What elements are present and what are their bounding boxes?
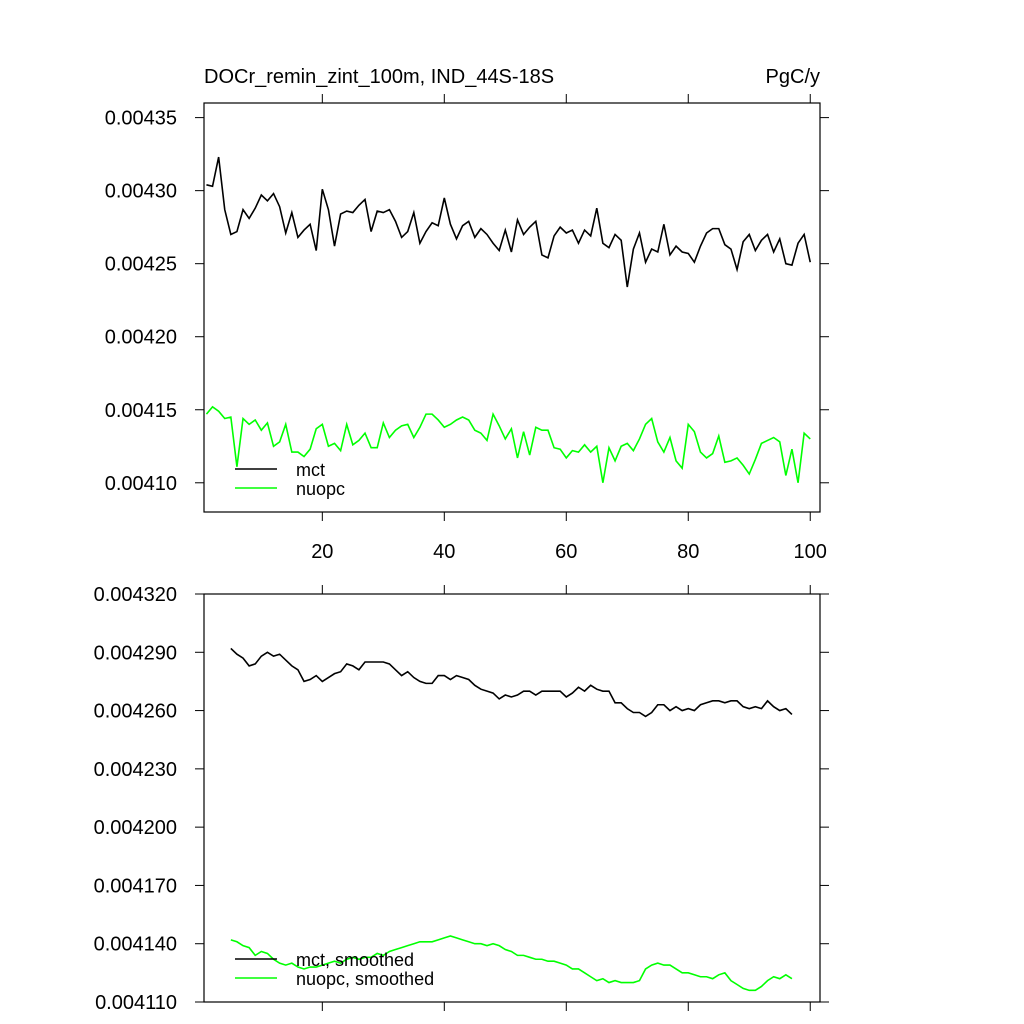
- legend-label: nuopc, smoothed: [296, 969, 434, 989]
- y-tick-label: 0.004140: [94, 934, 177, 956]
- y-tick-label: 0.004320: [94, 584, 177, 606]
- y-tick-label: 0.00425: [105, 254, 177, 276]
- x-tick-label: 80: [677, 541, 699, 563]
- plot-frame: [203, 102, 821, 513]
- legend-label: nuopc: [296, 479, 345, 499]
- y-tick-label: 0.00415: [105, 400, 177, 422]
- legend-label: mct: [296, 460, 325, 480]
- y-tick-label: 0.004230: [94, 759, 177, 781]
- x-tick-label: 40: [433, 541, 455, 563]
- data-line: [205, 405, 811, 483]
- x-tick-label: 100: [794, 541, 827, 563]
- y-tick-label: 0.004110: [95, 992, 177, 1014]
- chart-title: DOCr_remin_zint_100m, IND_44S-18S: [204, 66, 554, 88]
- y-tick-label: 0.004170: [94, 875, 177, 897]
- y-tick-label: 0.004290: [94, 642, 177, 664]
- y-tick-label: 0.00435: [105, 108, 177, 130]
- y-tick-label: 0.004200: [94, 817, 177, 839]
- x-tick-label: 20: [311, 541, 333, 563]
- y-tick-label: 0.00430: [105, 181, 177, 203]
- plot-frame: [203, 593, 821, 1003]
- x-tick-label: 60: [555, 541, 577, 563]
- data-line: [230, 935, 793, 992]
- units-label: PgC/y: [766, 66, 820, 88]
- data-line: [206, 156, 812, 288]
- y-tick-label: 0.00410: [105, 473, 177, 495]
- legend-label: mct, smoothed: [296, 950, 414, 970]
- data-line: [230, 647, 793, 718]
- y-tick-label: 0.004260: [94, 701, 177, 723]
- y-tick-label: 0.00420: [105, 327, 177, 349]
